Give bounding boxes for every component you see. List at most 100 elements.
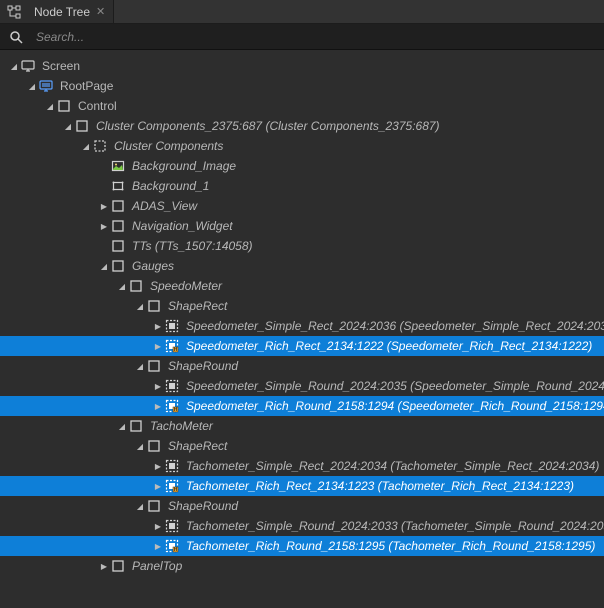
- tree-row[interactable]: Gauges: [0, 256, 604, 276]
- chevron-down-icon[interactable]: [134, 302, 146, 311]
- chevron-down-icon[interactable]: [98, 262, 110, 271]
- tree-view[interactable]: Screen RootPage Control Cluster Components_…: [0, 50, 604, 608]
- tree-row[interactable]: Tachometer_Rich_Rect_2134:1223 (Tachomet…: [0, 476, 604, 496]
- chevron-right-icon[interactable]: [98, 562, 110, 571]
- tree-row[interactable]: Screen: [0, 56, 604, 76]
- tree-row-label: TachoMeter: [150, 419, 213, 433]
- chevron-down-icon[interactable]: [44, 102, 56, 111]
- tree-row[interactable]: Speedometer_Simple_Rect_2024:2036 (Speed…: [0, 316, 604, 336]
- chevron-down-icon[interactable]: [80, 142, 92, 151]
- search-icon: [8, 29, 24, 45]
- tree-row-label: Cluster Components_2375:687 (Cluster Com…: [96, 119, 440, 133]
- screen-icon: [20, 58, 36, 74]
- tree-row[interactable]: ADAS_View: [0, 196, 604, 216]
- comp-icon: [164, 458, 180, 474]
- comp-icon: [164, 518, 180, 534]
- tree-row-label: Speedometer_Rich_Rect_2134:1222 (Speedom…: [186, 339, 592, 353]
- tree-row-label: Speedometer_Simple_Round_2024:2035 (Spee…: [186, 379, 604, 393]
- tree-row-label: Tachometer_Rich_Rect_2134:1223 (Tachomet…: [186, 479, 574, 493]
- tree-row[interactable]: Speedometer_Simple_Round_2024:2035 (Spee…: [0, 376, 604, 396]
- comp-o-icon: [164, 338, 180, 354]
- box-icon: [128, 418, 144, 434]
- tree-row-label: ShapeRect: [168, 439, 227, 453]
- chevron-right-icon[interactable]: [152, 462, 164, 471]
- chevron-right-icon[interactable]: [152, 342, 164, 351]
- chevron-down-icon[interactable]: [26, 82, 38, 91]
- image-icon: [110, 158, 126, 174]
- tree-row[interactable]: Cluster Components: [0, 136, 604, 156]
- node-tree-panel: Node Tree ✕ Screen RootPage Control Cluster…: [0, 0, 604, 608]
- tree-row[interactable]: Speedometer_Rich_Rect_2134:1222 (Speedom…: [0, 336, 604, 356]
- tree-row[interactable]: Navigation_Widget: [0, 216, 604, 236]
- dashed-icon: [92, 138, 108, 154]
- tree-row-label: Screen: [42, 59, 80, 73]
- tree-row[interactable]: ShapeRound: [0, 356, 604, 376]
- tree-row[interactable]: Speedometer_Rich_Round_2158:1294 (Speedo…: [0, 396, 604, 416]
- comp-icon: [164, 318, 180, 334]
- tree-row-label: Navigation_Widget: [132, 219, 233, 233]
- tree-row-label: Speedometer_Simple_Rect_2024:2036 (Speed…: [186, 319, 604, 333]
- tree-row[interactable]: Tachometer_Rich_Round_2158:1295 (Tachome…: [0, 536, 604, 556]
- tree-row[interactable]: Background_Image: [0, 156, 604, 176]
- tab-label: Node Tree: [34, 5, 90, 19]
- chevron-down-icon[interactable]: [116, 422, 128, 431]
- box-icon: [146, 298, 162, 314]
- box-icon: [110, 558, 126, 574]
- chevron-right-icon[interactable]: [152, 542, 164, 551]
- chevron-right-icon[interactable]: [152, 402, 164, 411]
- box-icon: [110, 238, 126, 254]
- chevron-right-icon[interactable]: [152, 322, 164, 331]
- tree-row-label: ShapeRound: [168, 359, 238, 373]
- rect-icon: [110, 178, 126, 194]
- tree-row-label: TTs (TTs_1507:14058): [132, 239, 253, 253]
- tree-row[interactable]: Background_1: [0, 176, 604, 196]
- tab-node-tree[interactable]: Node Tree ✕: [0, 0, 114, 23]
- box-icon: [146, 498, 162, 514]
- comp-icon: [164, 378, 180, 394]
- tree-row-label: Tachometer_Rich_Round_2158:1295 (Tachome…: [186, 539, 595, 553]
- comp-o-icon: [164, 398, 180, 414]
- chevron-right-icon[interactable]: [152, 522, 164, 531]
- tree-row[interactable]: ShapeRect: [0, 436, 604, 456]
- tree-row[interactable]: RootPage: [0, 76, 604, 96]
- chevron-down-icon[interactable]: [134, 502, 146, 511]
- box-icon: [110, 218, 126, 234]
- box-icon: [110, 198, 126, 214]
- chevron-down-icon[interactable]: [134, 442, 146, 451]
- chevron-right-icon[interactable]: [152, 382, 164, 391]
- tree-row[interactable]: SpeedoMeter: [0, 276, 604, 296]
- box-icon: [74, 118, 90, 134]
- tree-row[interactable]: TTs (TTs_1507:14058): [0, 236, 604, 256]
- comp-o-icon: [164, 478, 180, 494]
- box-icon: [146, 358, 162, 374]
- tree-row[interactable]: Cluster Components_2375:687 (Cluster Com…: [0, 116, 604, 136]
- close-icon[interactable]: ✕: [96, 5, 105, 18]
- page-icon: [38, 78, 54, 94]
- tree-row-label: RootPage: [60, 79, 113, 93]
- chevron-down-icon[interactable]: [134, 362, 146, 371]
- tree-row[interactable]: Tachometer_Simple_Rect_2024:2034 (Tachom…: [0, 456, 604, 476]
- search-input[interactable]: [36, 30, 596, 44]
- tree-row-label: PanelTop: [132, 559, 182, 573]
- tree-row[interactable]: PanelTop: [0, 556, 604, 576]
- chevron-right-icon[interactable]: [98, 222, 110, 231]
- tree-row[interactable]: ShapeRect: [0, 296, 604, 316]
- chevron-down-icon[interactable]: [8, 62, 20, 71]
- tree-row-label: Speedometer_Rich_Round_2158:1294 (Speedo…: [186, 399, 604, 413]
- chevron-down-icon[interactable]: [62, 122, 74, 131]
- tree-row[interactable]: ShapeRound: [0, 496, 604, 516]
- chevron-down-icon[interactable]: [116, 282, 128, 291]
- box-icon: [128, 278, 144, 294]
- search-bar: [0, 24, 604, 50]
- box-icon: [146, 438, 162, 454]
- box-icon: [110, 258, 126, 274]
- tree-row[interactable]: Tachometer_Simple_Round_2024:2033 (Tacho…: [0, 516, 604, 536]
- box-icon: [56, 98, 72, 114]
- tree-icon: [6, 4, 22, 20]
- titlebar: Node Tree ✕: [0, 0, 604, 24]
- chevron-right-icon[interactable]: [98, 202, 110, 211]
- tree-row-label: Control: [78, 99, 117, 113]
- tree-row[interactable]: TachoMeter: [0, 416, 604, 436]
- tree-row[interactable]: Control: [0, 96, 604, 116]
- chevron-right-icon[interactable]: [152, 482, 164, 491]
